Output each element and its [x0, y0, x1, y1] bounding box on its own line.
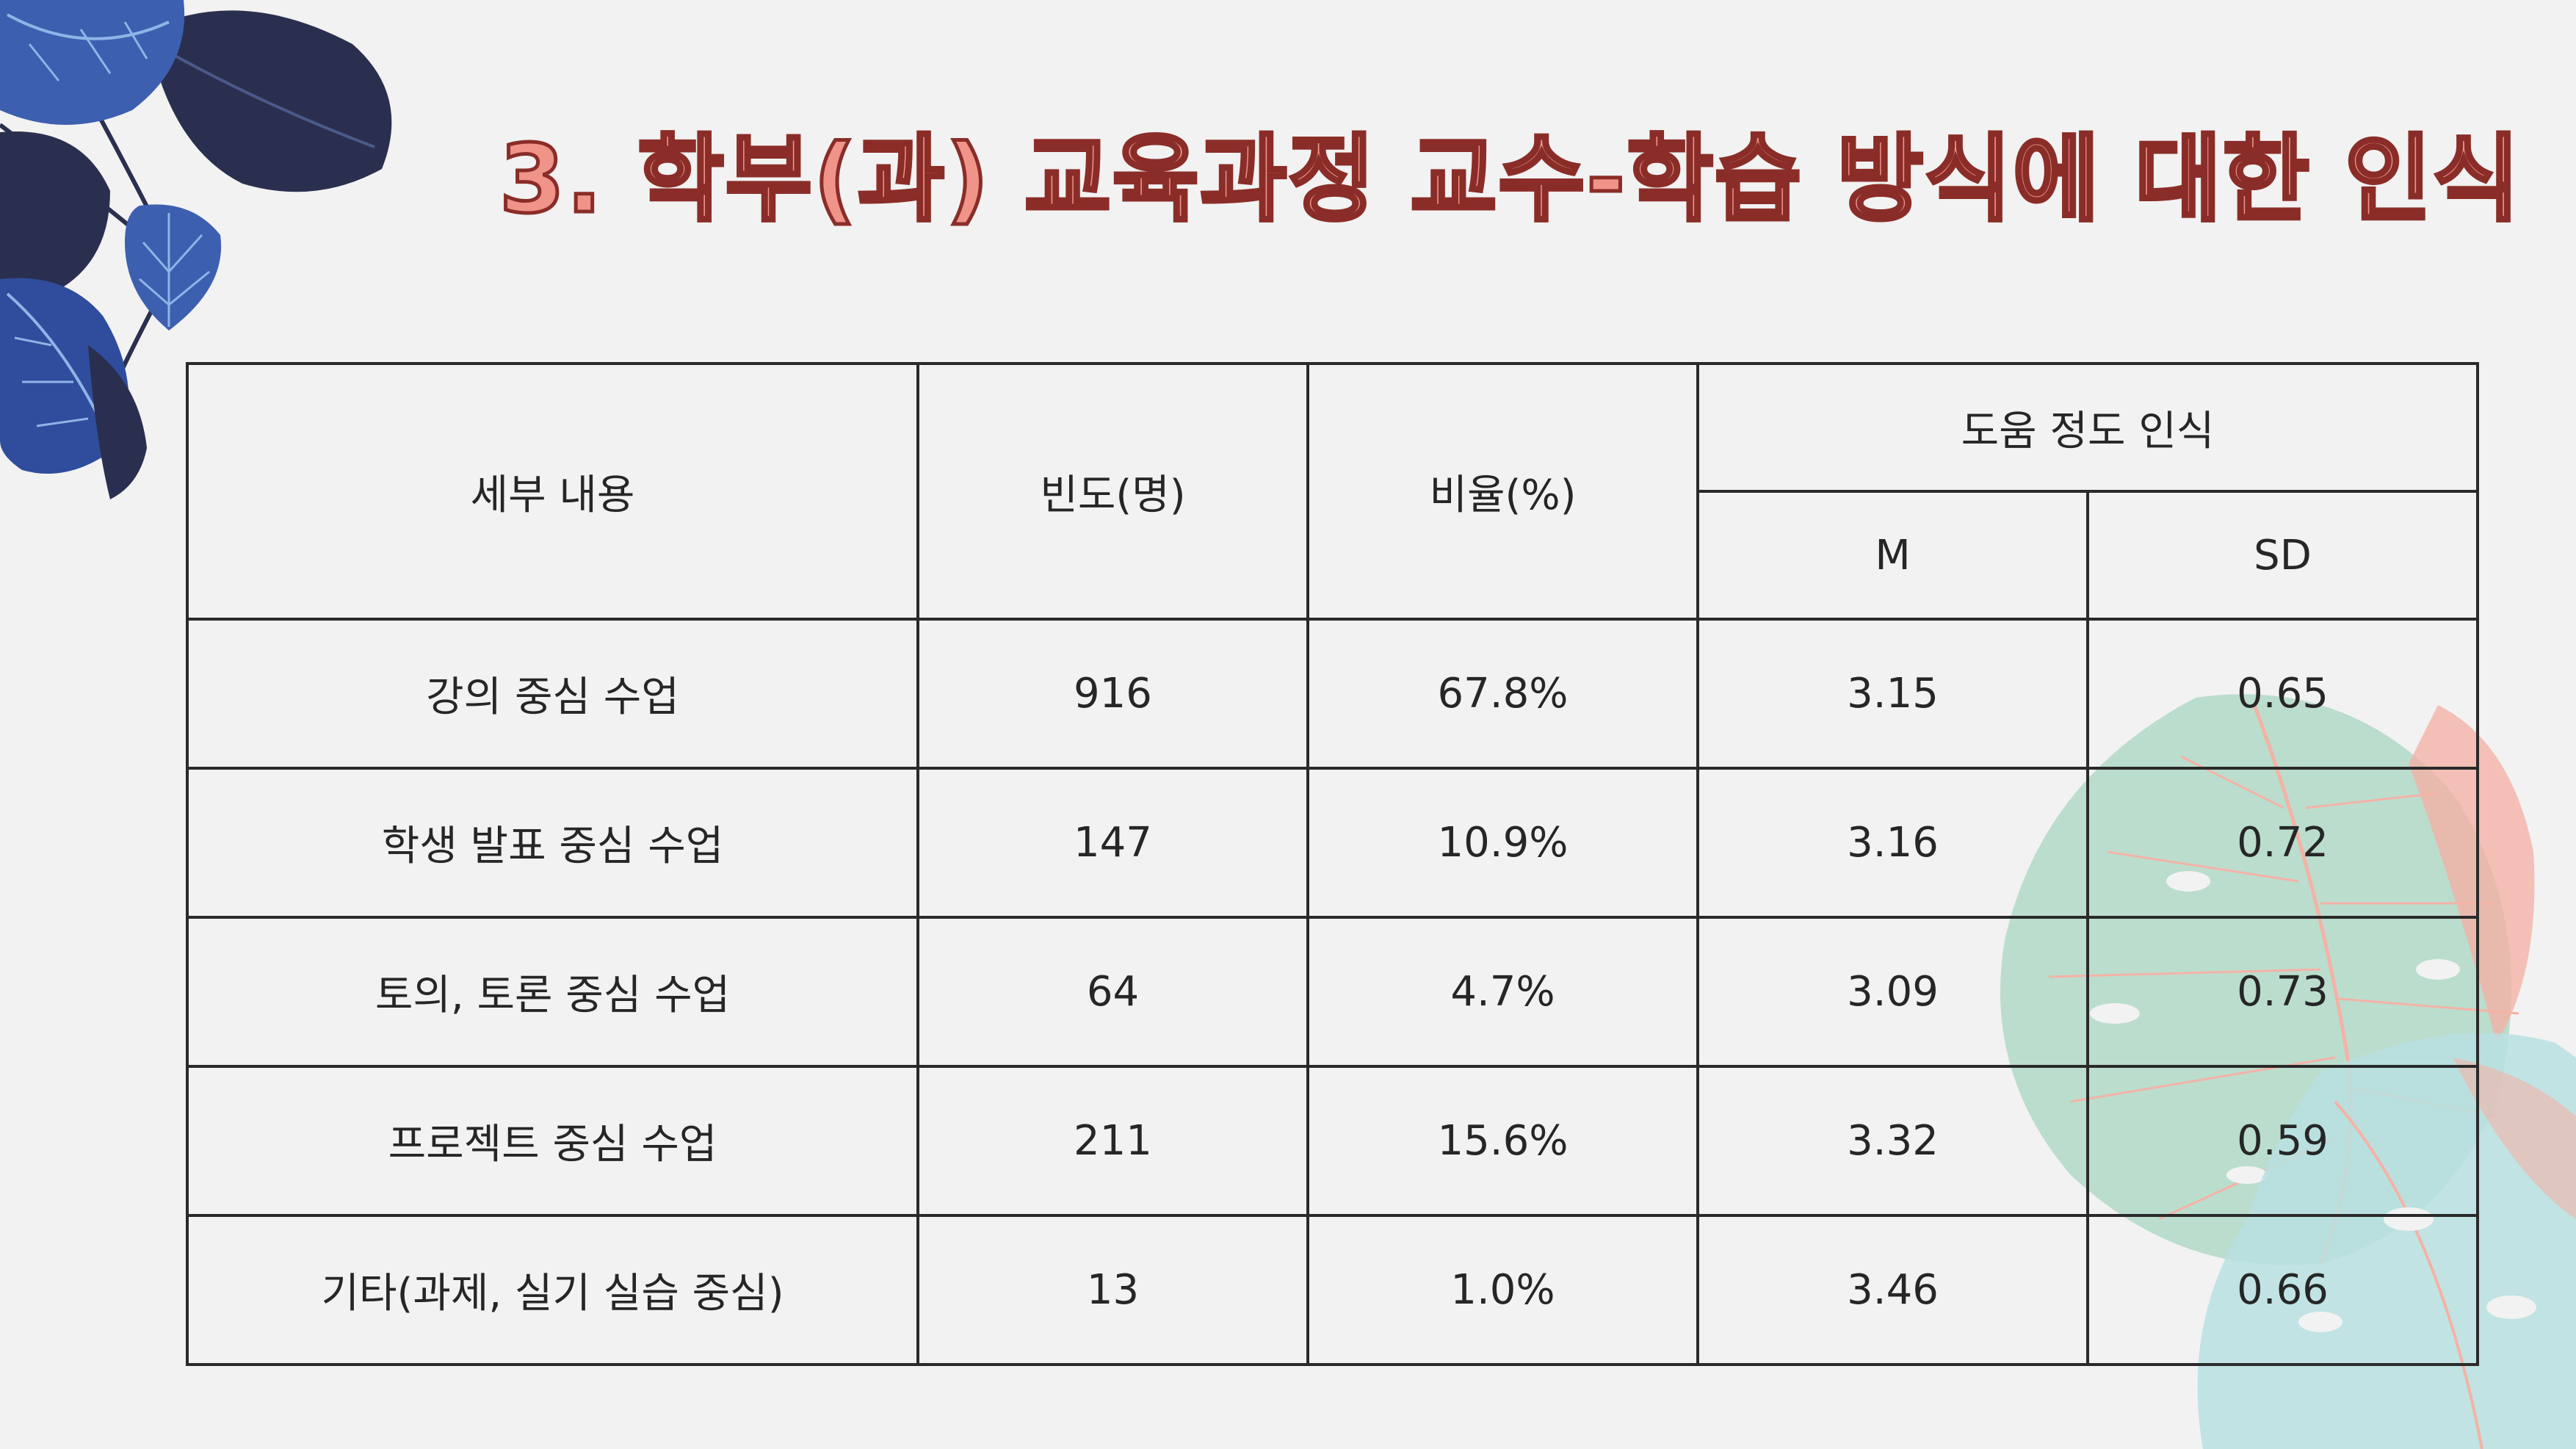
cell-ratio: 1.0% [1306, 1214, 1699, 1366]
table-row: 강의 중심 수업 916 67.8% 3.15 0.65 [186, 618, 2480, 770]
cell-content: 기타(과제, 실기 실습 중심) [186, 1214, 919, 1366]
cell-frequency: 147 [916, 767, 1309, 919]
cell-frequency: 211 [916, 1065, 1309, 1217]
table-header-row: 세부 내용 빈도(명) 비율(%) 도움 정도 인식 [186, 362, 2480, 621]
cell-ratio: 67.8% [1306, 618, 1699, 770]
cell-frequency: 916 [916, 618, 1309, 770]
header-mean: M [1696, 490, 2089, 621]
header-ratio: 비율(%) [1306, 362, 1699, 621]
cell-sd: 0.72 [2085, 767, 2480, 919]
header-sd: SD [2085, 490, 2480, 621]
cell-sd: 0.66 [2085, 1214, 2480, 1366]
cell-sd: 0.59 [2085, 1065, 2480, 1217]
cell-content: 학생 발표 중심 수업 [186, 767, 919, 919]
header-content: 세부 내용 [186, 362, 919, 621]
cell-sd: 0.73 [2085, 916, 2480, 1068]
monstera-leaves-top-left-icon [0, 0, 392, 499]
cell-frequency: 64 [916, 916, 1309, 1068]
cell-frequency: 13 [916, 1214, 1309, 1366]
cell-ratio: 10.9% [1306, 767, 1699, 919]
slide-title: 3. 학부(과) 교육과정 교수-학습 방식에 대한 인식 [498, 123, 2522, 236]
cell-mean: 3.09 [1696, 916, 2089, 1068]
cell-mean: 3.46 [1696, 1214, 2089, 1366]
cell-ratio: 15.6% [1306, 1065, 1699, 1217]
cell-mean: 3.16 [1696, 767, 2089, 919]
header-help-group: 도움 정도 인식 [1696, 362, 2480, 493]
cell-content: 토의, 토론 중심 수업 [186, 916, 919, 1068]
cell-content: 강의 중심 수업 [186, 618, 919, 770]
cell-mean: 3.32 [1696, 1065, 2089, 1217]
table-row: 학생 발표 중심 수업 147 10.9% 3.16 0.72 [186, 767, 2480, 919]
header-frequency: 빈도(명) [916, 362, 1309, 621]
cell-content: 프로젝트 중심 수업 [186, 1065, 919, 1217]
table-row: 토의, 토론 중심 수업 64 4.7% 3.09 0.73 [186, 916, 2480, 1068]
cell-sd: 0.65 [2085, 618, 2480, 770]
table-row: 프로젝트 중심 수업 211 15.6% 3.32 0.59 [186, 1065, 2480, 1217]
table-subheader-row: M SD [187, 490, 2480, 621]
survey-table: 세부 내용 빈도(명) 비율(%) 도움 정도 인식 M SD 강의 중심 수업… [186, 362, 2480, 1366]
cell-ratio: 4.7% [1306, 916, 1699, 1068]
cell-mean: 3.15 [1696, 618, 2089, 770]
table-row: 기타(과제, 실기 실습 중심) 13 1.0% 3.46 0.66 [186, 1214, 2480, 1366]
